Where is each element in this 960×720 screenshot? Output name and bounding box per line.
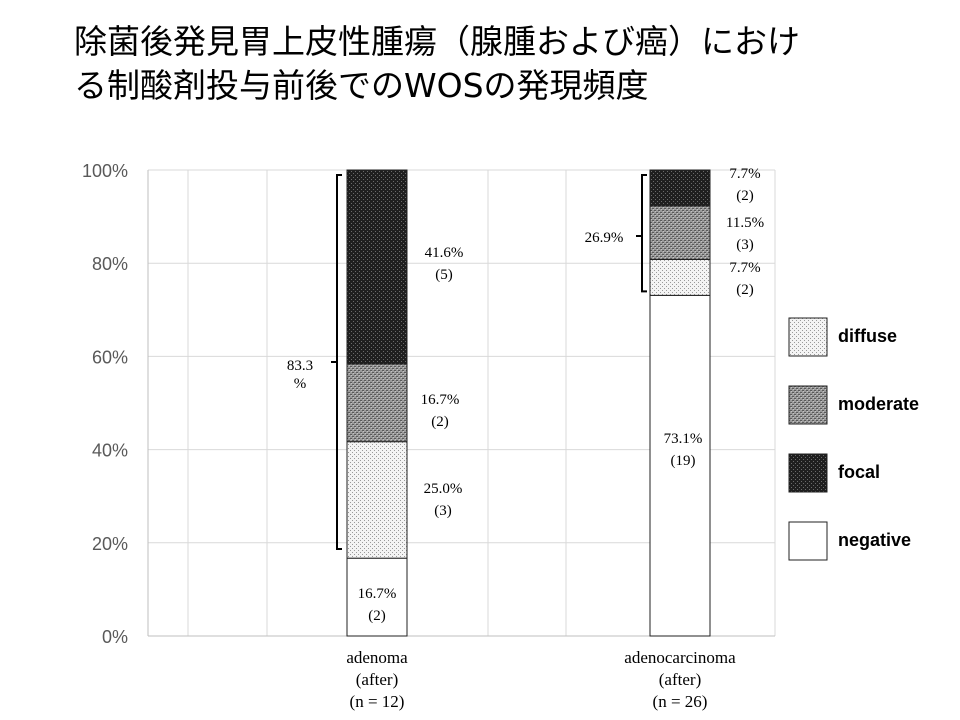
data-label-moderate: 11.5% [726, 215, 764, 231]
data-label-diffuse: 7.7% [729, 260, 760, 276]
bar-segment-focal [346, 169, 408, 365]
legend-swatch-negative [788, 521, 828, 561]
data-label-diffuse: (2) [736, 282, 754, 298]
y-tick-label: 80% [92, 254, 128, 274]
bar-segment-moderate [346, 363, 408, 443]
category-label: (after) [659, 670, 701, 689]
chart-title: 除菌後発見胃上皮性腫瘍（腺腫および癌）におけ る制酸剤投与前後でのWOSの発現頻… [74, 20, 914, 108]
legend-label-negative: negative [838, 530, 911, 550]
data-label-negative: 16.7% [358, 586, 397, 602]
data-label-focal: 41.6% [425, 245, 464, 261]
data-label-focal: (5) [435, 267, 453, 283]
data-label-diffuse: 25.0% [424, 481, 463, 497]
category-label: adenoma [346, 648, 408, 667]
data-label-negative: 73.1% [664, 431, 703, 447]
legend-swatch-focal [788, 453, 828, 493]
legend-swatch-diffuse [788, 317, 828, 357]
chart-title-line-1: 除菌後発見胃上皮性腫瘍（腺腫および癌）におけ [74, 22, 800, 61]
bracket [641, 174, 647, 293]
data-label-diffuse: (3) [434, 503, 452, 519]
category-label: (n = 26) [653, 692, 708, 711]
y-tick-label: 0% [102, 627, 128, 647]
legend-label-focal: focal [838, 462, 880, 482]
legend-swatch-moderate [788, 385, 828, 425]
y-tick-label: 40% [92, 441, 128, 461]
data-label-negative: (2) [368, 608, 386, 624]
chart-title-line-2: る制酸剤投与前後でのWOSの発現頻度 [74, 66, 649, 105]
legend-label-moderate: moderate [838, 394, 919, 414]
y-tick-label: 60% [92, 347, 128, 367]
data-label-negative: (19) [671, 453, 696, 469]
category-label: (after) [356, 670, 398, 689]
data-label-moderate: 16.7% [421, 392, 460, 408]
bracket-label: 83.3 [287, 358, 313, 374]
bar-segment-focal [649, 169, 711, 207]
y-tick-label: 20% [92, 534, 128, 554]
bar-segment-diffuse [649, 258, 711, 296]
data-label-moderate: (2) [431, 414, 449, 430]
bracket-label: 26.9% [585, 230, 624, 246]
bar-segment-negative [649, 294, 711, 637]
bracket-label: % [294, 376, 307, 392]
bracket [336, 174, 342, 550]
category-label: (n = 12) [350, 692, 405, 711]
category-label: adenocarcinoma [624, 648, 736, 667]
y-tick-label: 100% [82, 161, 128, 181]
data-label-moderate: (3) [736, 237, 754, 253]
bar-segment-diffuse [346, 441, 408, 559]
bar-segment-moderate [649, 205, 711, 260]
legend-label-diffuse: diffuse [838, 326, 897, 346]
data-label-focal: (2) [736, 188, 754, 204]
data-label-focal: 7.7% [729, 166, 760, 182]
